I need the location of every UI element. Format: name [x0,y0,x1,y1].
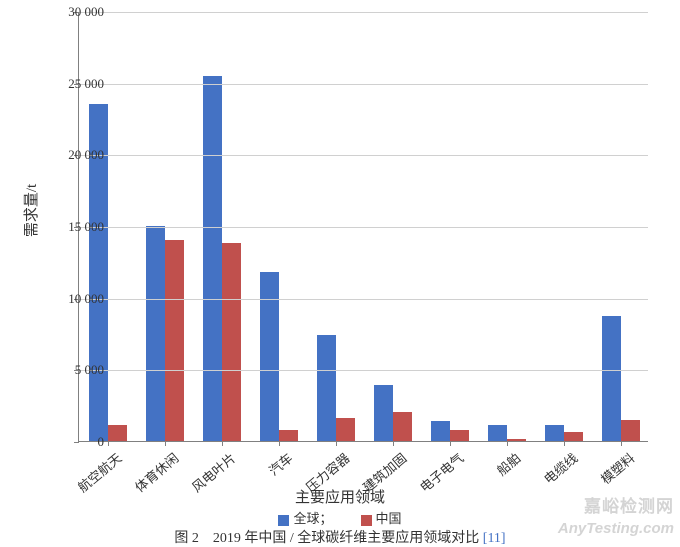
gridline [79,370,648,371]
bar [317,335,336,441]
xtick-mark [564,441,565,446]
ytick-label: 10 000 [44,291,104,307]
bar [507,439,526,441]
ytick-label: 30 000 [44,4,104,20]
caption-ref: [11] [483,531,506,546]
x-axis-title: 主要应用领域 [0,486,680,507]
ytick-label: 5 000 [44,362,104,378]
xtick-mark [450,441,451,446]
bar [279,430,298,441]
legend-label: 全球； [293,511,332,526]
legend-label: 中国 [376,511,402,526]
xtick-mark [279,441,280,446]
legend-swatch [361,515,372,526]
bar [545,425,564,441]
xtick-mark [108,441,109,446]
xtick-mark [621,441,622,446]
xtick-mark [222,441,223,446]
xtick-mark [336,441,337,446]
ytick-label: 25 000 [44,76,104,92]
bar [203,76,222,442]
xtick-mark [165,441,166,446]
y-axis-label: 需求量/t [20,184,41,237]
bar [564,432,583,441]
bar [260,272,279,441]
bar [336,418,355,441]
ytick-label: 20 000 [44,147,104,163]
bar [488,425,507,441]
xtick-mark [393,441,394,446]
gridline [79,155,648,156]
gridline [79,12,648,13]
bar [108,425,127,441]
bar [222,243,241,441]
bar [374,385,393,441]
bar [450,430,469,441]
legend-item: 全球； [278,508,332,527]
bar [621,420,640,442]
gridline [79,299,648,300]
bar [602,316,621,441]
ytick-label: 15 000 [44,219,104,235]
chart-plot-area [78,12,648,442]
bar [393,412,412,441]
bar [146,226,165,441]
bar [165,240,184,441]
gridline [79,84,648,85]
bar [431,421,450,441]
legend-swatch [278,515,289,526]
legend-item: 中国 [361,508,402,527]
xtick-mark [507,441,508,446]
ytick-label: 0 [44,434,104,450]
watermark-en: AnyTesting.com [558,520,674,537]
caption-text: 图 2 2019 年中国 / 全球碳纤维主要应用领域对比 [174,531,482,546]
gridline [79,227,648,228]
